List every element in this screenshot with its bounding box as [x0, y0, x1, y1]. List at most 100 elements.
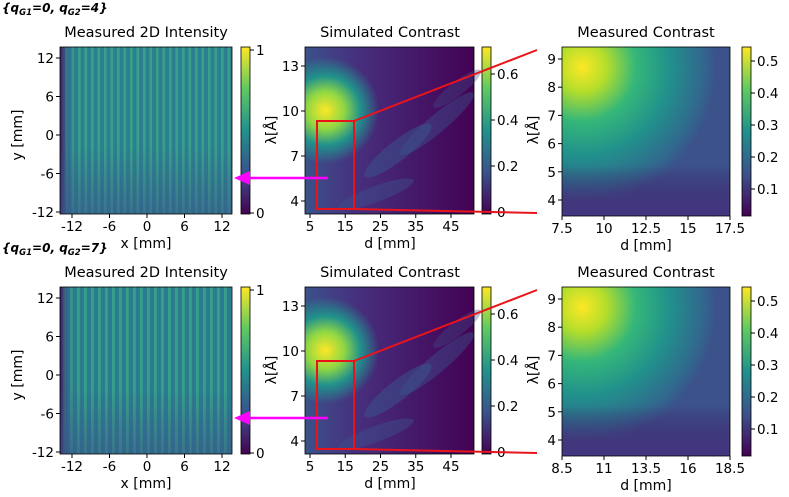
measured-ytick-label: 9 — [547, 292, 556, 308]
simulated-xtick-label: 15 — [337, 219, 354, 235]
simulated-ylabel: λ[Å] — [263, 116, 280, 145]
measured-xtick-label: 12.5 — [631, 221, 661, 237]
intensity-colorbar-label: 1 — [256, 283, 265, 299]
row-label: {qG1=0, qG2=7} — [2, 241, 108, 258]
measured-ytick-label: 5 — [547, 165, 556, 181]
simulated-colorbar — [481, 46, 492, 215]
intensity-frame — [59, 46, 233, 215]
figure-row-1: {qG1=0, qG2=4} Measured 2D Intensity -12 -6… — [2, 1, 778, 254]
measured-xtick-label: 16 — [679, 461, 696, 477]
zoom-region-box — [316, 120, 355, 210]
measured-xtick-label: 13.5 — [631, 461, 661, 477]
intensity-frame — [59, 286, 233, 455]
intensity-colorbar — [240, 286, 251, 455]
intensity-ytick-label: 12 — [37, 51, 54, 67]
measured-ytick-label: 4 — [547, 193, 556, 209]
zoom-region-box — [316, 360, 355, 450]
intensity-colorbar-label: 0 — [256, 206, 265, 222]
intensity-xlabel: x [mm] — [121, 476, 172, 492]
measured-colorbar-label: 0.5 — [757, 294, 778, 310]
simulated-colorbar — [481, 286, 492, 455]
simulated-colorbar-label: 0.6 — [497, 67, 518, 83]
intensity-panel: Measured 2D Intensity -12 -6 0 6 12 12 6 0 -6 -12 x… — [10, 265, 265, 492]
intensity-xtick-label: -12 — [61, 459, 83, 475]
intensity-xtick-label: 6 — [180, 219, 189, 235]
measured-xlabel: d [mm] — [620, 478, 672, 494]
intensity-bottom-shade — [60, 47, 232, 214]
intensity-ytick-label: 0 — [45, 128, 54, 144]
measured-ytick-label: 6 — [547, 137, 556, 153]
measured-ytick-label: 5 — [547, 405, 556, 421]
measured-ytick-label: 4 — [547, 433, 556, 449]
simulated-ytick-label: 10 — [282, 344, 299, 360]
intensity-bottom-shade — [60, 287, 232, 454]
simulated-xtick-label: 15 — [337, 459, 354, 475]
figure-row-2: {qG1=0, qG2=7} Measured 2D Intensity -12 -6… — [2, 241, 778, 494]
intensity-colorbar-label: 0 — [256, 446, 265, 462]
measured-xtick-label: 11 — [595, 461, 612, 477]
simulated-xtick-label: 45 — [442, 219, 459, 235]
simulated-ytick-label: 4 — [290, 194, 299, 210]
measured-colorbar-label: 0.1 — [757, 422, 778, 438]
simulated-xtick-label: 5 — [306, 219, 315, 235]
simulated-colorbar-label: 0.4 — [497, 113, 518, 129]
measured-colorbar-label: 0.2 — [757, 150, 778, 166]
measured-ytick-label: 8 — [547, 320, 556, 336]
measured-ytick-label: 9 — [547, 52, 556, 68]
simulated-frame — [304, 46, 475, 215]
intensity-title: Measured 2D Intensity — [64, 25, 228, 41]
measured-panel: Measured Contrast 8.5 11 13.5 16 18.5 9 8 7 6 5 4 d … — [525, 265, 778, 494]
intensity-xtick-label: -6 — [103, 459, 116, 475]
intensity-title: Measured 2D Intensity — [64, 265, 228, 281]
simulated-colorbar-label: 0.6 — [497, 307, 518, 323]
simulated-xtick-label: 25 — [372, 459, 389, 475]
zoom-connector-top — [353, 289, 538, 362]
measured-xtick-label: 18.5 — [715, 461, 745, 477]
measured-title: Measured Contrast — [577, 25, 715, 41]
simulated-ytick-label: 4 — [290, 434, 299, 450]
simulated-xtick-label: 45 — [442, 459, 459, 475]
measured-colorbar-label: 0.5 — [757, 54, 778, 70]
simulated-ytick-label: 7 — [290, 149, 299, 165]
simulated-xtick-label: 5 — [306, 459, 315, 475]
measured-xtick-label: 17.5 — [715, 221, 745, 237]
measured-bottom-shade — [562, 287, 730, 456]
intensity-xtick-label: 0 — [143, 219, 152, 235]
measured-ytick-label: 8 — [547, 80, 556, 96]
measured-colorbar-label: 0.4 — [757, 86, 778, 102]
link-arrow-head — [234, 411, 250, 425]
intensity-ytick-label: -12 — [32, 445, 54, 461]
measured-xtick-label: 7.5 — [551, 221, 572, 237]
simulated-hotspot — [305, 47, 474, 214]
simulated-ytick-label: 10 — [282, 104, 299, 120]
intensity-xlabel: x [mm] — [121, 236, 172, 252]
simulated-ytick-label: 7 — [290, 389, 299, 405]
simulated-ytick-label: 13 — [282, 299, 299, 315]
simulated-xlabel: d [mm] — [364, 476, 416, 492]
intensity-ylabel: y [mm] — [10, 110, 26, 161]
intensity-xtick-label: -12 — [61, 219, 83, 235]
zoom-connector-bottom — [353, 448, 538, 454]
intensity-ytick-label: -6 — [41, 407, 54, 423]
measured-ytick-label: 7 — [547, 348, 556, 364]
row-label: {qG1=0, qG2=4} — [2, 1, 108, 18]
intensity-ylabel: y [mm] — [10, 350, 26, 401]
measured-xtick-label: 8.5 — [551, 461, 572, 477]
measured-ylabel: λ[Å] — [525, 116, 542, 145]
simulated-ylabel: λ[Å] — [263, 356, 280, 385]
simulated-ytick-label: 13 — [282, 59, 299, 75]
intensity-ytick-label: 0 — [45, 368, 54, 384]
measured-panel: Measured Contrast 7.5 10 12.5 15 17.5 9 8 7 6 5 4 d … — [525, 25, 778, 254]
simulated-xtick-label: 35 — [407, 219, 424, 235]
intensity-xtick-label: 0 — [143, 459, 152, 475]
measured-xlabel: d [mm] — [620, 238, 672, 254]
simulated-colorbar-label: 0.4 — [497, 353, 518, 369]
simulated-colorbar-label: 0.2 — [497, 399, 518, 415]
simulated-xtick-label: 25 — [372, 219, 389, 235]
simulated-xtick-label: 35 — [407, 459, 424, 475]
zoom-connector-bottom — [353, 208, 538, 214]
measured-colorbar-label: 0.1 — [757, 182, 778, 198]
measured-colorbar — [741, 46, 752, 217]
